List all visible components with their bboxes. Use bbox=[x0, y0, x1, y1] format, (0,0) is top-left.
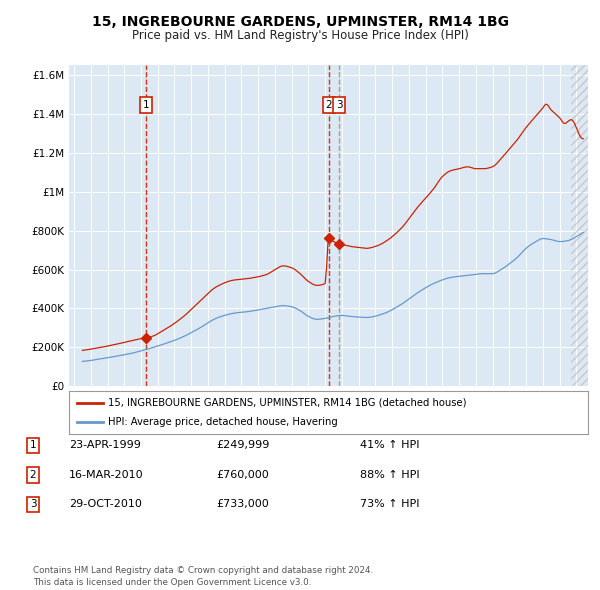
Text: 23-APR-1999: 23-APR-1999 bbox=[69, 441, 141, 450]
Text: 1: 1 bbox=[143, 100, 149, 110]
Text: 2: 2 bbox=[29, 470, 37, 480]
Text: 73% ↑ HPI: 73% ↑ HPI bbox=[360, 500, 419, 509]
Text: 29-OCT-2010: 29-OCT-2010 bbox=[69, 500, 142, 509]
Text: HPI: Average price, detached house, Havering: HPI: Average price, detached house, Have… bbox=[108, 417, 338, 427]
Text: £249,999: £249,999 bbox=[216, 441, 269, 450]
Text: 16-MAR-2010: 16-MAR-2010 bbox=[69, 470, 143, 480]
Text: 15, INGREBOURNE GARDENS, UPMINSTER, RM14 1BG: 15, INGREBOURNE GARDENS, UPMINSTER, RM14… bbox=[91, 15, 509, 29]
Text: 3: 3 bbox=[29, 500, 37, 509]
Text: 15, INGREBOURNE GARDENS, UPMINSTER, RM14 1BG (detached house): 15, INGREBOURNE GARDENS, UPMINSTER, RM14… bbox=[108, 398, 466, 408]
Text: £733,000: £733,000 bbox=[216, 500, 269, 509]
Text: 88% ↑ HPI: 88% ↑ HPI bbox=[360, 470, 419, 480]
Text: 41% ↑ HPI: 41% ↑ HPI bbox=[360, 441, 419, 450]
Text: 1: 1 bbox=[29, 441, 37, 450]
Text: £760,000: £760,000 bbox=[216, 470, 269, 480]
Text: 3: 3 bbox=[336, 100, 343, 110]
Text: 2: 2 bbox=[325, 100, 332, 110]
Text: Contains HM Land Registry data © Crown copyright and database right 2024.
This d: Contains HM Land Registry data © Crown c… bbox=[33, 566, 373, 587]
Text: Price paid vs. HM Land Registry's House Price Index (HPI): Price paid vs. HM Land Registry's House … bbox=[131, 30, 469, 42]
